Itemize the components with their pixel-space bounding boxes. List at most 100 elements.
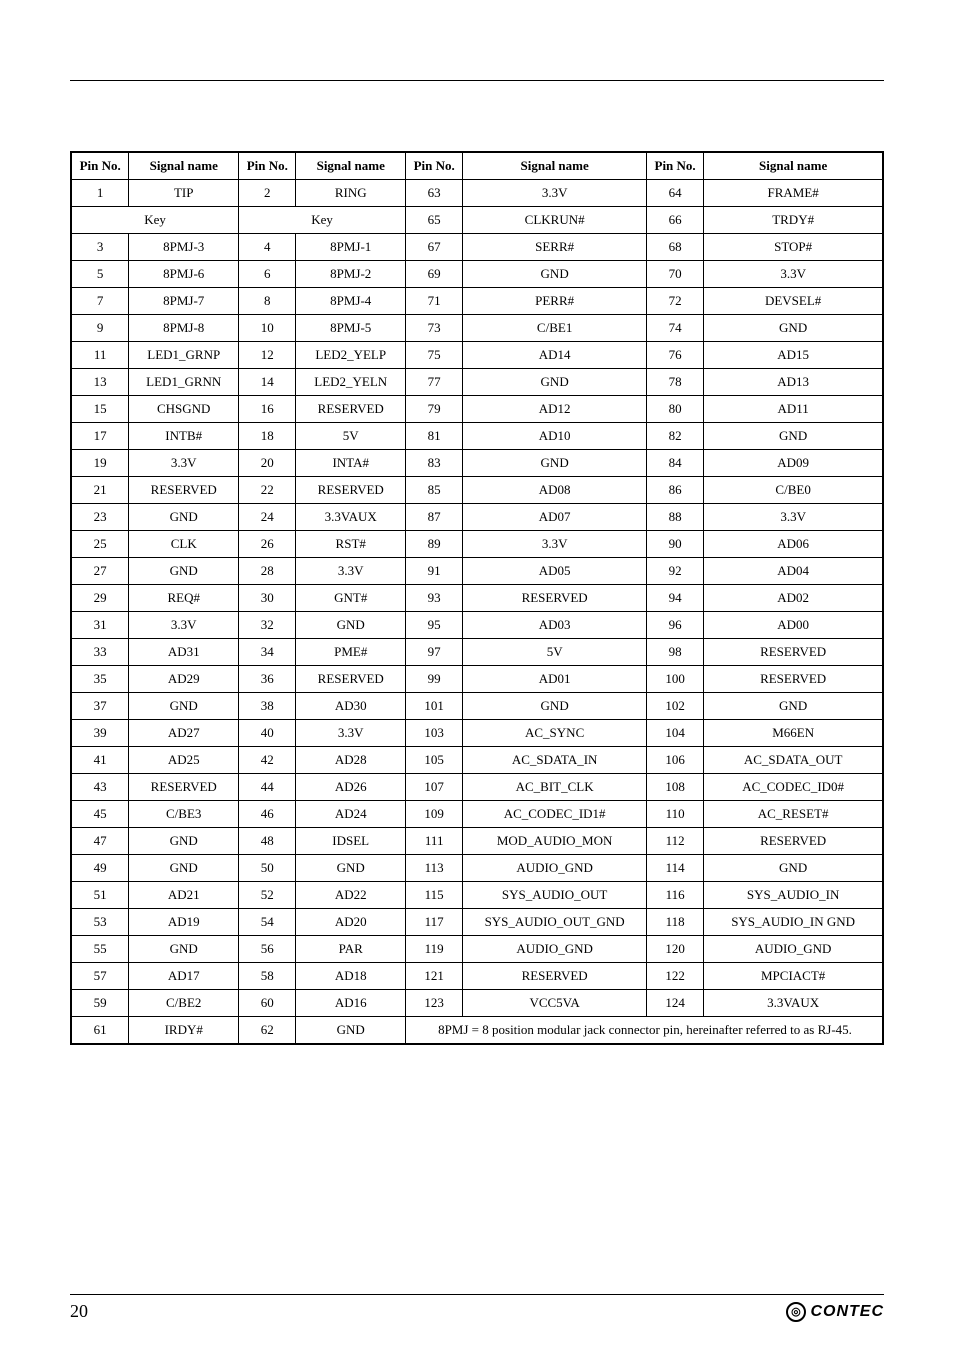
cell: AD15 [704,342,883,369]
cell: AD02 [704,585,883,612]
cell: AD04 [704,558,883,585]
cell: 31 [71,612,129,639]
cell: CLK [129,531,239,558]
cell: GND [129,504,239,531]
cell: 76 [646,342,703,369]
cell: AD28 [296,747,406,774]
cell: 93 [406,585,463,612]
footnote-cell: 8PMJ = 8 position modular jack connector… [406,1017,884,1045]
table-row: 61IRDY#62GND8PMJ = 8 position modular ja… [71,1017,883,1045]
cell: RESERVED [704,639,883,666]
cell: AC_SDATA_IN [463,747,647,774]
cell: 8PMJ-3 [129,234,239,261]
cell: AD09 [704,450,883,477]
cell: 74 [646,315,703,342]
cell: 36 [239,666,296,693]
cell: GND [129,558,239,585]
column-header: Signal name [704,152,883,180]
cell: GND [704,855,883,882]
cell: 3.3VAUX [296,504,406,531]
cell: 24 [239,504,296,531]
cell: 32 [239,612,296,639]
table-row: 23GND243.3VAUX87AD07883.3V [71,504,883,531]
cell: 30 [239,585,296,612]
cell: 99 [406,666,463,693]
cell: 8PMJ-8 [129,315,239,342]
cell: GND [463,261,647,288]
cell: GND [704,315,883,342]
cell: PME# [296,639,406,666]
cell: 112 [646,828,703,855]
cell: 115 [406,882,463,909]
cell: GND [129,855,239,882]
cell: SERR# [463,234,647,261]
cell: 6 [239,261,296,288]
cell: 89 [406,531,463,558]
table-row: 58PMJ-668PMJ-269GND703.3V [71,261,883,288]
cell: 8PMJ-4 [296,288,406,315]
cell: 8PMJ-1 [296,234,406,261]
cell: AD14 [463,342,647,369]
cell: GND [704,693,883,720]
cell: 15 [71,396,129,423]
cell: TIP [129,180,239,207]
cell: LED1_GRNP [129,342,239,369]
cell: RESERVED [463,963,647,990]
cell: 117 [406,909,463,936]
cell: 88 [646,504,703,531]
cell: MPCIACT# [704,963,883,990]
cell: 17 [71,423,129,450]
cell: 54 [239,909,296,936]
cell: 98 [646,639,703,666]
cell: 77 [406,369,463,396]
cell: 5V [463,639,647,666]
cell: 55 [71,936,129,963]
cell: AD24 [296,801,406,828]
cell: SYS_AUDIO_IN GND [704,909,883,936]
cell: 111 [406,828,463,855]
cell: 97 [406,639,463,666]
cell: 28 [239,558,296,585]
cell: 44 [239,774,296,801]
cell: STOP# [704,234,883,261]
cell: TRDY# [704,207,883,234]
cell: 102 [646,693,703,720]
cell: RING [296,180,406,207]
cell: 106 [646,747,703,774]
cell: 3.3VAUX [704,990,883,1017]
cell: 8 [239,288,296,315]
cell: 18 [239,423,296,450]
cell: SYS_AUDIO_OUT_GND [463,909,647,936]
table-row: 1TIP2RING633.3V64FRAME# [71,180,883,207]
cell: 71 [406,288,463,315]
cell: 9 [71,315,129,342]
cell: LED2_YELN [296,369,406,396]
cell: 8PMJ-5 [296,315,406,342]
cell: 101 [406,693,463,720]
cell: 61 [71,1017,129,1045]
cell: 45 [71,801,129,828]
cell: REQ# [129,585,239,612]
cell: 66 [646,207,703,234]
cell: 85 [406,477,463,504]
table-row: 45C/BE346AD24109AC_CODEC_ID1#110AC_RESET… [71,801,883,828]
cell: AC_SYNC [463,720,647,747]
table-row: 39AD27403.3V103AC_SYNC104M66EN [71,720,883,747]
cell: Key [239,207,406,234]
table-row: 59C/BE260AD16123VCC5VA1243.3VAUX [71,990,883,1017]
table-row: 53AD1954AD20117SYS_AUDIO_OUT_GND118SYS_A… [71,909,883,936]
cell: AUDIO_GND [463,855,647,882]
table-row: 98PMJ-8108PMJ-573C/BE174GND [71,315,883,342]
column-header: Pin No. [406,152,463,180]
cell: 20 [239,450,296,477]
cell: 48 [239,828,296,855]
cell: 50 [239,855,296,882]
table-row: 17INTB#185V81AD1082GND [71,423,883,450]
cell: 46 [239,801,296,828]
footer: 20 ◎ CONTEC [70,1294,884,1322]
cell: GNT# [296,585,406,612]
cell: RESERVED [296,666,406,693]
cell: DEVSEL# [704,288,883,315]
column-header: Pin No. [239,152,296,180]
column-header: Signal name [129,152,239,180]
